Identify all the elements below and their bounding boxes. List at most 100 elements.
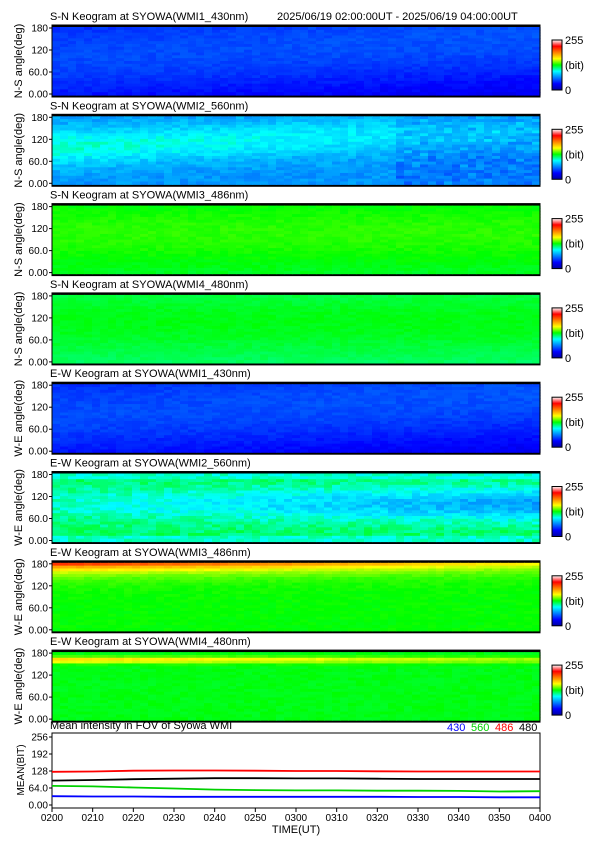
- legend-entry-560: 560: [471, 722, 489, 734]
- panel-title: S-N Keogram at SYOWA(WMI2_560nm): [50, 100, 248, 112]
- colorbar-max-label: 255: [565, 571, 583, 583]
- y-tick-label: 60.0: [29, 246, 49, 257]
- colorbar-min-label: 0: [565, 264, 571, 276]
- keogram-image: [52, 382, 541, 455]
- x-tick-label: 0400: [529, 813, 552, 824]
- panel-frame: [51, 471, 541, 544]
- series-line-560: [51, 785, 541, 793]
- x-tick-label: 0320: [366, 813, 389, 824]
- colorbar-unit-label: (bit): [565, 596, 584, 608]
- panel-title: E-W Keogram at SYOWA(WMI1_430nm): [50, 368, 251, 380]
- colorbar-scale: [551, 486, 563, 537]
- colorbar-max-label: 255: [565, 660, 583, 672]
- y-tick-label: 60.0: [29, 693, 49, 704]
- panel-frame: [51, 649, 541, 723]
- keogram-panel: E-W Keogram at SYOWA(WMI2_560nm)180 120 60…: [13, 458, 584, 548]
- x-axis-label: TIME(UT): [272, 824, 320, 836]
- colorbar-min-label: 0: [565, 85, 571, 97]
- y-tick-label: 120: [31, 46, 48, 57]
- y-tick-label: 0.00: [29, 625, 49, 636]
- panel-y-axis: 180 120 60.0 0.00: [29, 559, 52, 636]
- x-tick-label: 0350: [488, 813, 511, 824]
- panel-frame: [51, 292, 541, 366]
- y-tick-label: 0.00: [29, 268, 49, 279]
- colorbar-scale: [551, 128, 563, 180]
- colorbar-unit-label: (bit): [565, 417, 584, 429]
- x-tick-label: 0250: [244, 813, 267, 824]
- keogram-image: [52, 292, 541, 365]
- x-tick-label: 0310: [326, 813, 349, 824]
- panel-frame: [51, 381, 541, 455]
- x-tick-label: 0220: [122, 813, 145, 824]
- x-tick-label: 0300: [285, 813, 308, 824]
- panel-y-axis: 180 120 60.0 0.00: [29, 291, 52, 368]
- y-axis-label: MEAN(BIT): [16, 744, 27, 795]
- x-tick-label: 0340: [448, 813, 471, 824]
- colorbar: 255 (bit) 0: [551, 482, 584, 544]
- colorbar-min-label: 0: [565, 353, 571, 365]
- colorbar-min-label: 0: [565, 621, 571, 633]
- keogram-panel: S-N Keogram at SYOWA(WMI4_480nm)180 120 60…: [13, 279, 584, 369]
- colorbar: 255 (bit) 0: [551, 35, 584, 97]
- panel-frame: [51, 203, 541, 277]
- x-tick-label: 0210: [82, 813, 105, 824]
- legend-entry-430: 430: [447, 722, 465, 734]
- y-tick-label: 0.00: [29, 715, 49, 726]
- mean-intensity-chart: Mean intensity in FOV of Syowa WMI 430 56…: [16, 720, 552, 836]
- colorbar-max-label: 255: [565, 214, 583, 226]
- y-tick-label: 192: [31, 750, 48, 761]
- x-tick-label: 0200: [41, 813, 64, 824]
- colorbar-max-label: 255: [565, 482, 583, 494]
- y-tick-label: 180: [31, 113, 48, 124]
- colorbar-max-label: 255: [565, 303, 583, 315]
- keogram-panel: E-W Keogram at SYOWA(WMI3_486nm)180 120 60…: [13, 547, 584, 637]
- x-tick-label: 0330: [407, 813, 430, 824]
- keogram-image: [52, 471, 541, 544]
- y-tick-label: 0.00: [29, 357, 49, 368]
- panel-y-axis: 180 120 60.0 0.00: [29, 113, 52, 190]
- x-tick-label: 0230: [163, 813, 186, 824]
- panel-title: E-W Keogram at SYOWA(WMI2_560nm): [50, 458, 251, 470]
- chart-title: Mean intensity in FOV of Syowa WMI: [50, 720, 232, 732]
- colorbar-max-label: 255: [565, 392, 583, 404]
- colorbar-scale: [551, 664, 563, 716]
- panel-frame: [51, 24, 541, 98]
- colorbar-scale: [551, 307, 563, 359]
- keogram-image: [52, 114, 541, 187]
- y-tick-label: 256: [31, 733, 48, 744]
- y-tick-label: 60.0: [29, 514, 49, 525]
- colorbar-min-label: 0: [565, 442, 571, 454]
- panel-frame: [51, 560, 541, 634]
- colorbar-scale: [551, 39, 563, 91]
- y-tick-label: 0.00: [29, 179, 49, 190]
- y-tick-label: 180: [31, 24, 48, 35]
- colorbar-scale: [551, 218, 563, 270]
- colorbar-unit-label: (bit): [565, 507, 584, 519]
- panel-y-label: W-E angle(deg): [13, 558, 25, 635]
- y-tick-label: 180: [31, 381, 48, 392]
- colorbar-min-label: 0: [565, 174, 571, 186]
- y-tick-label: 120: [31, 313, 48, 324]
- x-tick-label: 0240: [204, 813, 227, 824]
- y-tick-label: 128: [31, 767, 48, 778]
- y-tick-label: 64.0: [29, 784, 49, 795]
- colorbar: 255 (bit) 0: [551, 392, 584, 454]
- colorbar: 255 (bit) 0: [551, 124, 584, 186]
- series-line-480: [51, 777, 540, 782]
- y-tick-label: 180: [31, 202, 48, 213]
- y-tick-label: 0.00: [29, 447, 49, 458]
- y-tick-label: 120: [31, 224, 48, 235]
- y-tick-label: 0.00: [29, 801, 49, 812]
- y-tick-label: 60.0: [29, 157, 49, 168]
- colorbar-scale: [551, 575, 563, 627]
- colorbar-max-label: 255: [565, 124, 583, 136]
- keogram-image: [52, 560, 541, 633]
- y-tick-label: 120: [31, 671, 48, 682]
- series-line-430: [51, 795, 540, 799]
- panel-y-label: W-E angle(deg): [13, 648, 25, 725]
- y-tick-label: 0.00: [29, 536, 49, 547]
- colorbar: 255 (bit) 0: [551, 303, 584, 365]
- legend-entry-486: 486: [495, 722, 513, 734]
